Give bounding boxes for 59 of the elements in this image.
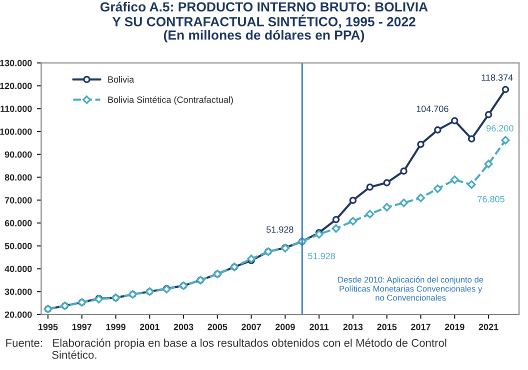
point [417,140,424,148]
ref-line-label: Desde 2010: Aplicación del conjunto de Políticas Monetarias Convencionales y no Convencionales [338,276,484,301]
point [400,167,408,175]
x-tick-label: 2003 [174,324,194,330]
point [433,184,442,193]
point [332,216,340,224]
x-tick-label: 2005 [208,324,228,330]
x-tick-label: 2009 [275,324,295,330]
x-tick-label: 2021 [478,324,498,330]
x-tick-label: 2001 [140,324,160,330]
legend-label: Bolivia Sintética (Contrafactual) [108,96,233,105]
y-tick-label: 70.000 [4,197,32,204]
y-tick-label: 20.000 [4,311,32,318]
y-tick-label: 80.000 [4,174,32,181]
x-tick-label: 2013 [343,324,363,330]
legend-label: Bolivia [108,76,134,83]
y-tick-label: 50.000 [4,242,32,250]
x-tick-label: 1995 [38,324,58,330]
data-label: 51.928 [266,226,294,233]
data-label: 104.706 [416,106,448,112]
data-label: 118.374 [482,74,513,81]
point [484,110,492,118]
data-label: 96.200 [486,125,514,132]
point [416,194,426,202]
point [348,216,358,226]
y-tick-label: 120.000 [0,82,32,90]
point [366,183,374,191]
x-tick-label: 2019 [444,324,464,330]
chart-title: Gráfico A.5: PRODUCTO INTERNO BRUTO: BOLIVIA Y SU CONTRAFACTUAL SINTÉTICO, 1995 - 2022 (En millones de dólares en PPA) [100,2,428,42]
x-tick-label: 2017 [411,324,430,330]
point [383,179,390,186]
point [434,126,442,134]
point [468,135,476,142]
point [467,180,476,189]
point [332,224,340,233]
x-tick-label: 2015 [377,324,397,330]
y-tick-label: 40.000 [4,266,32,272]
x-tick-label: 2011 [310,324,329,330]
y-tick-label: 90.000 [4,151,32,158]
y-tick-label: 100.000 [0,128,32,135]
point [501,136,510,144]
x-tick-label: 2007 [242,324,261,330]
source-note: Fuente: Elaboración propia en base a los resultados obtenidos con el Método de Control Sintético. [6,338,446,359]
data-label: 51.928 [308,252,335,260]
point [450,176,459,184]
y-tick-label: 60.000 [4,220,32,226]
y-tick-label: 110.000 [0,106,32,112]
x-tick-label: 1999 [106,324,126,330]
point [484,160,493,168]
point [366,210,374,218]
y-tick-label: 130.000 [0,60,32,66]
point [502,86,510,94]
point [400,198,408,208]
point [349,196,357,204]
y-tick-label: 30.000 [4,288,32,295]
x-tick-label: 1997 [72,324,92,330]
point [451,117,458,124]
point [382,202,392,212]
data-label: 76.805 [478,196,504,202]
